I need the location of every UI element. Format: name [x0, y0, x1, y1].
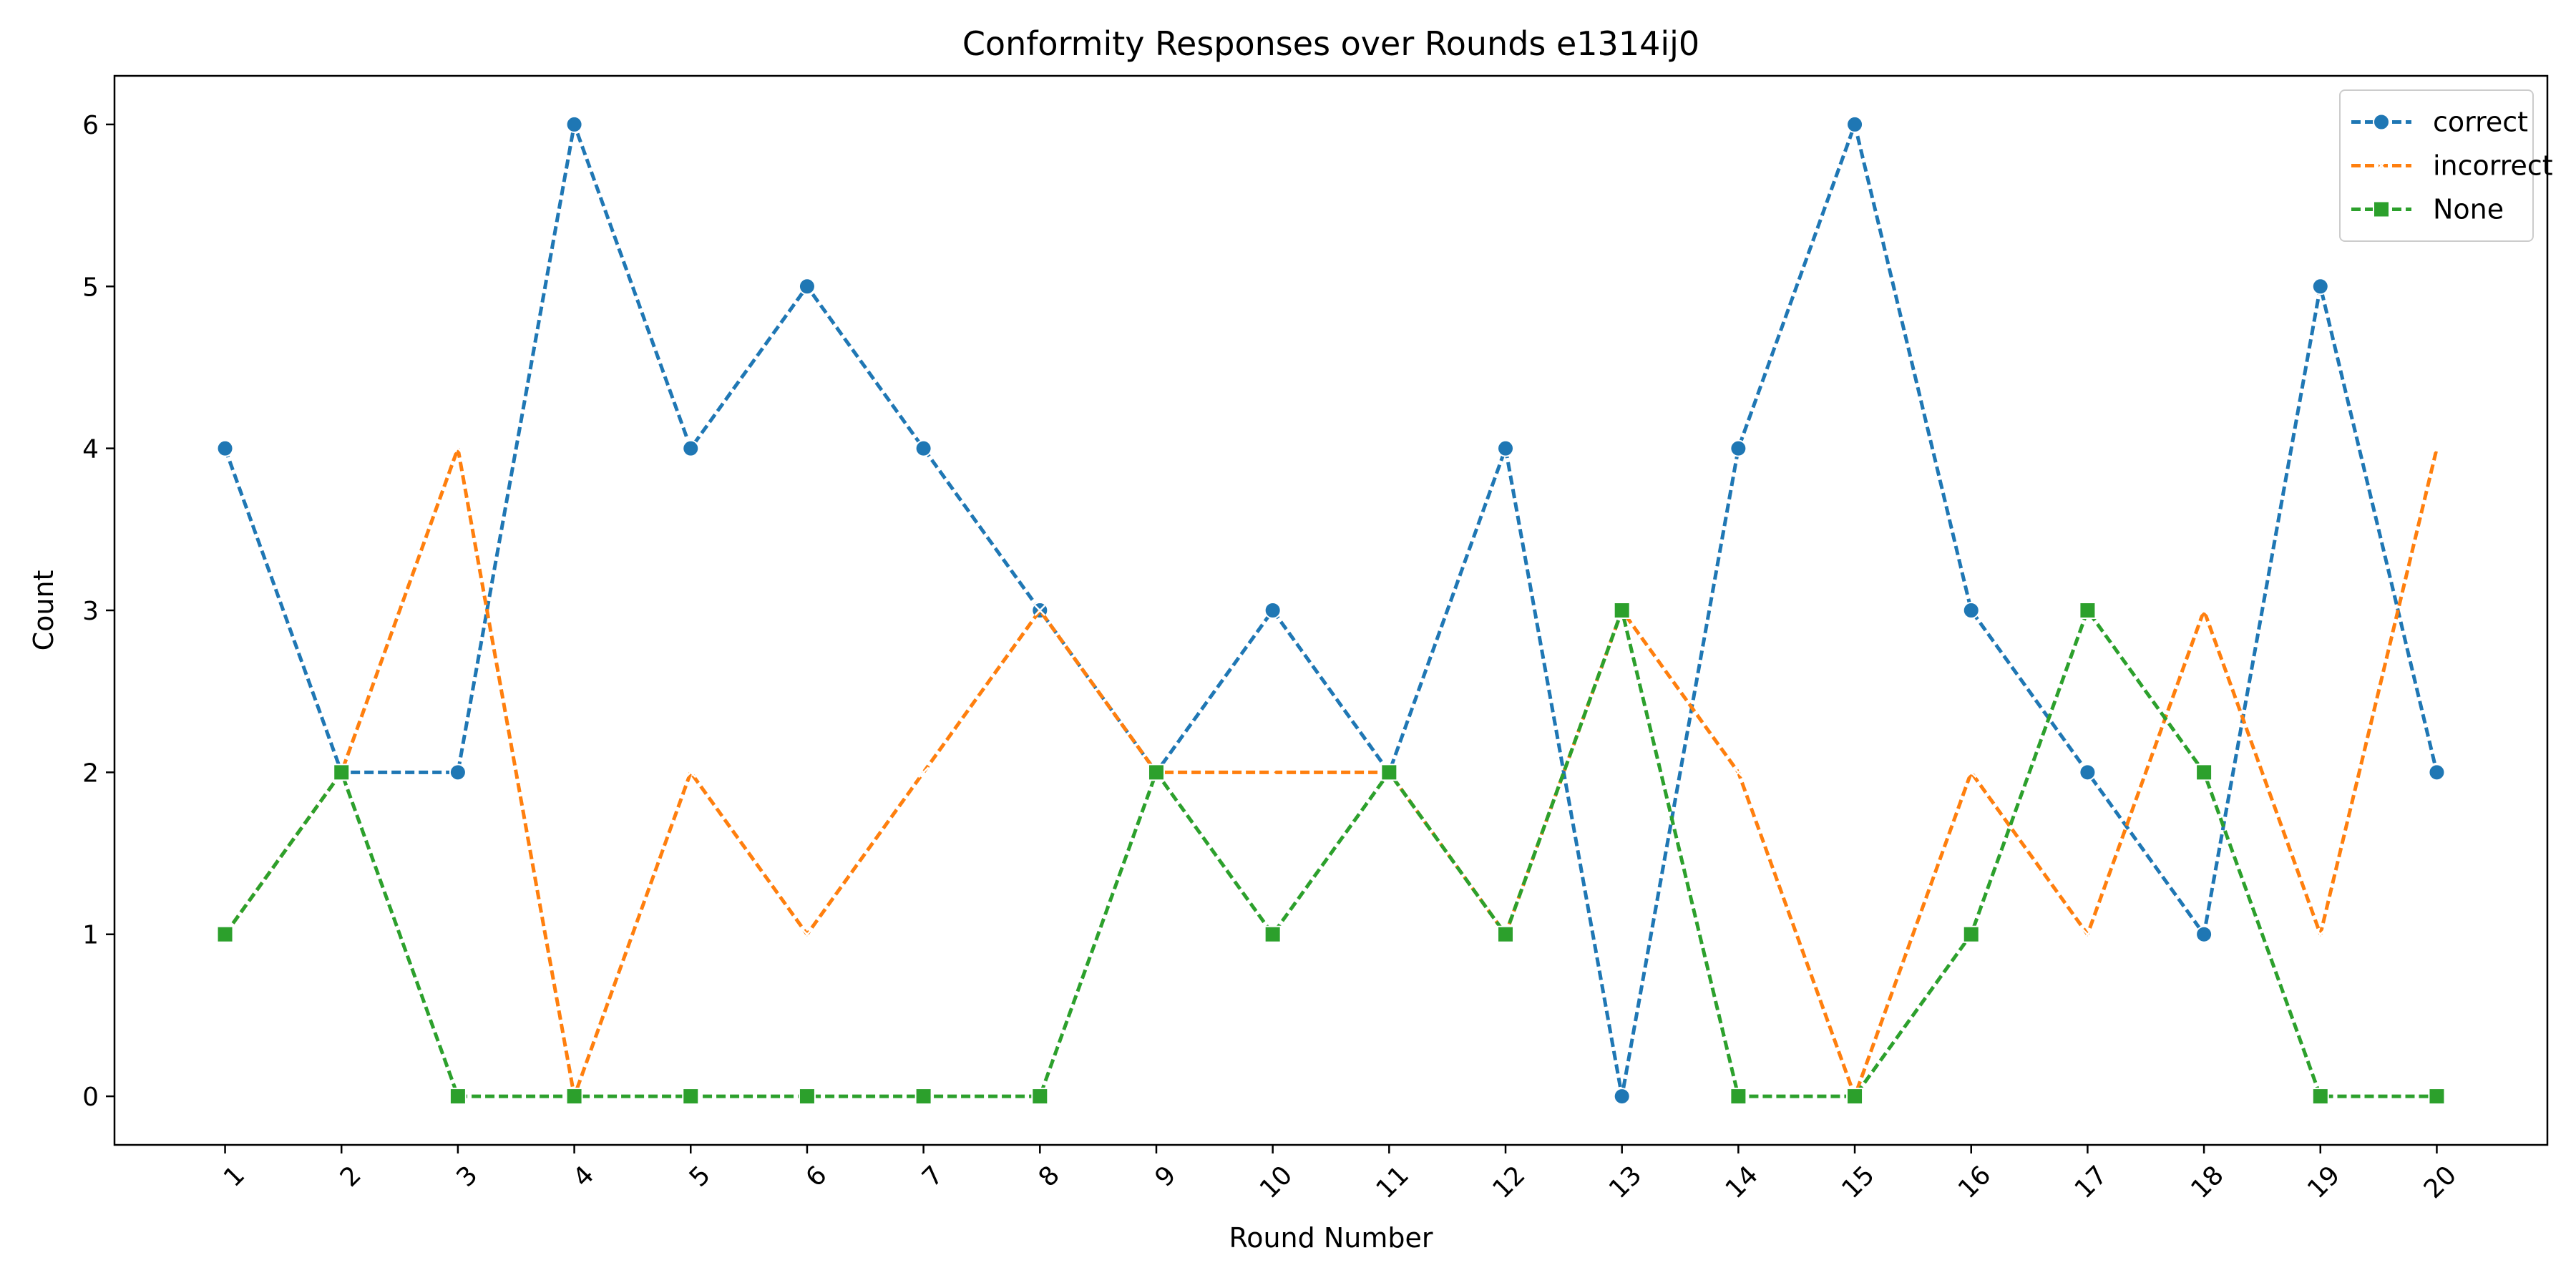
data-point-none — [1729, 1088, 1747, 1106]
series-none — [216, 602, 2446, 1106]
series-line-none — [223, 608, 2437, 1098]
data-point-incorrect — [452, 442, 464, 454]
data-point-incorrect — [2082, 928, 2094, 940]
y-tick-label: 4 — [82, 435, 99, 464]
x-axis-label: Round Number — [1229, 1222, 1433, 1254]
legend-item-correct: correct — [2351, 107, 2528, 138]
data-point-correct — [798, 278, 816, 296]
legend: correct incorrect None — [2339, 89, 2553, 242]
data-point-correct — [2428, 763, 2446, 781]
legend-item-incorrect: incorrect — [2351, 150, 2553, 182]
series-line-correct — [223, 122, 2439, 1098]
data-point-none — [2079, 602, 2097, 619]
data-point-none — [1031, 1088, 1049, 1106]
data-point-none — [1497, 925, 1515, 943]
data-point-correct — [216, 439, 234, 457]
data-point-none — [1147, 763, 1165, 781]
data-point-incorrect — [1732, 766, 1745, 779]
legend-label-none: None — [2433, 194, 2504, 225]
plot-series — [216, 115, 2446, 1106]
data-point-incorrect — [801, 928, 813, 940]
legend-marker-incorrect — [2376, 160, 2387, 172]
legend-label-incorrect: incorrect — [2433, 150, 2553, 182]
data-point-incorrect — [1267, 766, 1279, 779]
data-point-none — [216, 925, 234, 943]
data-point-none — [1380, 763, 1398, 781]
data-point-none — [1264, 925, 1282, 943]
data-point-none — [914, 1088, 932, 1106]
data-point-correct — [2079, 763, 2097, 781]
data-point-none — [798, 1088, 816, 1106]
y-axis-label: Count — [28, 570, 59, 651]
data-point-correct — [565, 115, 583, 133]
data-point-correct — [1962, 602, 1980, 619]
y-tick-label: 5 — [82, 273, 99, 302]
data-point-correct — [682, 439, 700, 457]
data-point-correct — [1613, 1088, 1631, 1106]
y-tick-label: 1 — [82, 921, 99, 950]
data-point-none — [449, 1088, 467, 1106]
data-point-none — [565, 1088, 583, 1106]
series-correct — [216, 115, 2446, 1106]
data-point-none — [1962, 925, 1980, 943]
y-tick-label: 3 — [82, 597, 99, 626]
data-point-incorrect — [1965, 766, 1977, 779]
data-point-none — [2311, 1088, 2329, 1106]
data-point-correct — [1497, 439, 1515, 457]
data-point-none — [682, 1088, 700, 1106]
legend-marker-correct — [2373, 113, 2390, 131]
data-point-correct — [1846, 115, 1864, 133]
data-point-incorrect — [917, 766, 930, 779]
y-axis-ticks: 0 1 2 3 4 5 6 — [82, 111, 114, 1112]
data-point-none — [333, 763, 351, 781]
data-point-incorrect — [685, 766, 697, 779]
data-point-incorrect — [2431, 442, 2443, 454]
series-line-incorrect — [223, 447, 2439, 1098]
data-point-correct — [914, 439, 932, 457]
y-tick-label: 0 — [82, 1083, 99, 1112]
data-point-none — [1613, 602, 1631, 619]
data-point-incorrect — [2198, 605, 2210, 616]
legend-item-none: None — [2351, 194, 2504, 225]
data-point-incorrect — [2314, 928, 2326, 940]
data-point-incorrect — [1034, 605, 1046, 616]
data-point-correct — [449, 763, 467, 781]
legend-label-correct: correct — [2433, 107, 2528, 138]
data-point-correct — [2311, 278, 2329, 296]
y-tick-label: 2 — [82, 758, 99, 788]
data-point-correct — [1729, 439, 1747, 457]
data-point-correct — [1264, 602, 1282, 619]
legend-marker-none — [2373, 200, 2390, 218]
data-point-none — [1846, 1088, 1864, 1106]
data-point-none — [2195, 763, 2213, 781]
y-tick-label: 6 — [82, 111, 99, 140]
chart-title: Conformity Responses over Rounds e1314ij… — [962, 24, 1699, 63]
data-point-correct — [2195, 925, 2213, 943]
data-point-none — [2428, 1088, 2446, 1106]
